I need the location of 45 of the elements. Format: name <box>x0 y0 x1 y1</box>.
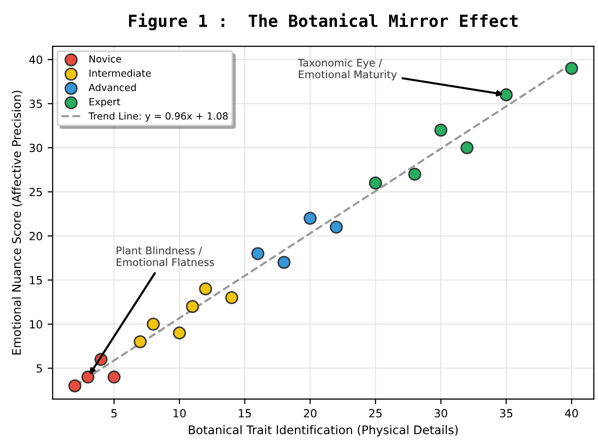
point <box>68 379 82 392</box>
point <box>565 62 578 75</box>
y-tick-label: 25 <box>30 188 42 196</box>
y-tick-label: 15 <box>30 276 42 284</box>
x-tick-label: 5 <box>111 409 117 418</box>
legend-label: Trend Line: y = 0.96x + 1.08 <box>88 112 228 122</box>
x-tick-label: 10 <box>174 409 186 418</box>
x-tick-label: 30 <box>434 409 448 418</box>
legend-label: Novice <box>90 55 122 63</box>
point <box>500 88 513 102</box>
point <box>172 326 186 340</box>
point <box>408 168 422 181</box>
point <box>199 282 212 296</box>
y-tick-label: 30 <box>30 144 42 152</box>
y-tick-label: 10 <box>30 320 42 329</box>
point <box>108 370 121 384</box>
point <box>251 247 264 260</box>
point <box>186 300 199 313</box>
point <box>278 256 291 269</box>
annotation: Plant Blindness / Emotional Flatness <box>116 246 214 266</box>
legend-label: Intermediate <box>90 69 151 77</box>
y-tick-label: 40 <box>29 56 42 64</box>
x-axis-title: Botanical Trait Identification (Physical Details) <box>188 425 458 437</box>
point <box>304 212 317 225</box>
x-tick-label: 20 <box>304 409 316 418</box>
legend-label: Advanced <box>88 84 136 92</box>
point <box>225 291 238 304</box>
y-tick-label: 5 <box>36 364 42 373</box>
point <box>134 335 147 348</box>
chart-title: Figure 1 : The Botanical Mirror Effect <box>129 13 518 30</box>
point <box>330 220 343 234</box>
point <box>81 370 94 384</box>
x-tick-label: 40 <box>565 409 578 418</box>
y-tick-label: 20 <box>30 232 42 240</box>
x-tick-label: 25 <box>369 409 382 418</box>
y-tick-label: 35 <box>30 100 42 108</box>
annotation: Taxonomic Eye / Emotional Maturity <box>298 58 397 80</box>
point <box>146 318 160 331</box>
point <box>434 124 448 137</box>
point <box>460 141 474 154</box>
point <box>369 176 382 190</box>
x-tick-label: 15 <box>238 409 251 418</box>
y-axis-title: Emotional Nuance Score (Affective Precision) <box>12 90 22 355</box>
x-tick-label: 35 <box>500 409 512 418</box>
legend-label: Expert <box>90 98 120 108</box>
